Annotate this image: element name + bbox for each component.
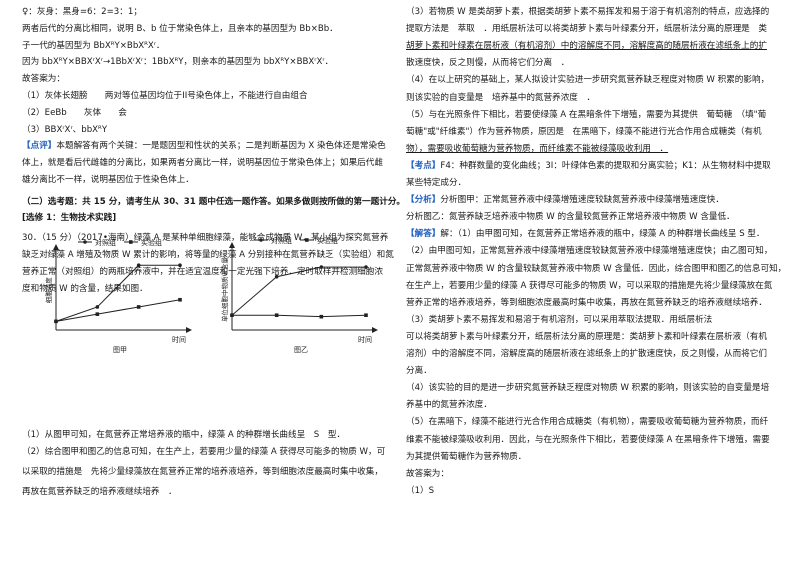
text-line: 营养正常（对照组）的两瓶培养液中，并在适宜温度和一定光强下培养．定时取样并检测细… bbox=[22, 267, 383, 277]
right-column: （3）若物质 W 是类胡萝卜素，根据类胡萝卜素不易挥发和易于溶于有机溶剂的特点，… bbox=[406, 0, 786, 566]
text-line: （5）与在光照条件下相比，若要使绿藻 A 在黑暗条件下增殖，需要为其提供 葡萄糖… bbox=[406, 109, 767, 120]
text-line: 【点评】本题解答有两个关键：一是题因型和性状的关系；二是判断基因为 X 染色体还… bbox=[22, 141, 386, 152]
text-line: 30．（15 分）（2017•海南）绿藻 A 是某种单细胞绿藻，能够合成物质 W… bbox=[22, 233, 389, 243]
legend-marker bbox=[259, 238, 263, 242]
text-line: （2）EeBb 灰体 会 bbox=[22, 107, 127, 118]
data-point bbox=[319, 265, 324, 269]
text-line: 分析图乙：氮营养缺乏培养液中物质 W 的含量较氮营养正常培养液中物质 W 含量低… bbox=[406, 212, 735, 223]
series-line-实验组 bbox=[231, 266, 366, 316]
text-line: 散速度快，反之则慢，从而将它们分离 ． bbox=[406, 58, 570, 69]
text-line: （1）灰体长翅膀 两对等位基因均位于II号染色体上，不能进行自由组合 bbox=[22, 91, 308, 101]
text-line: 为其提供葡萄糖作为营养物质． bbox=[406, 451, 527, 462]
data-point bbox=[364, 313, 368, 317]
text-line: 因为 bbXᴿY×BBXʳXʳ→1BbXʳXʳ：1BbXᴿY，则亲本的基因型为 … bbox=[22, 57, 334, 68]
x-axis-label: 时间 bbox=[172, 335, 186, 344]
data-point bbox=[54, 319, 58, 324]
x-arrow bbox=[372, 327, 378, 333]
data-point bbox=[230, 313, 234, 317]
section-tag: 【分析】 bbox=[406, 195, 441, 206]
text-line: 则该实验的自变量是 培养基中的氮营养浓度 ． bbox=[406, 92, 596, 103]
series-line-对照组 bbox=[232, 314, 367, 318]
data-point bbox=[178, 297, 182, 302]
data-point bbox=[364, 265, 368, 269]
x-axis-label: 时间 bbox=[358, 335, 372, 344]
text-line: 子一代的基因型为 BbXᴿY×BbXᴿXʳ． bbox=[22, 40, 165, 51]
text-line: 可以将类胡萝卜素与叶绿素分开，纸层析法分离的原理是：类胡萝卜素和叶绿素在层析液（… bbox=[406, 331, 767, 342]
legend-marker bbox=[305, 238, 309, 242]
legend-label: 对照组 bbox=[271, 236, 292, 245]
text-line: 故答案为： bbox=[406, 468, 449, 479]
chart-jia: 对照组 实验组时间 细胞浓度图甲 bbox=[36, 234, 194, 360]
y-arrow bbox=[53, 244, 59, 250]
series-line-实验组 bbox=[55, 299, 181, 322]
data-point bbox=[274, 313, 279, 317]
x-arrow bbox=[186, 327, 192, 333]
text-line: 雄分离比不一样，说明基因位于性染色体上． bbox=[22, 175, 194, 185]
text-line: （3）若物质 W 是类胡萝卜素，根据类胡萝卜素不易挥发和易于溶于有机溶剂的特点，… bbox=[406, 7, 770, 17]
text-line: 营养正常的培养液培养，等到细胞浓度最高时集中收集，再放在氮营养缺乏的培养液继续培… bbox=[406, 297, 767, 308]
text-line: 在生产上，若要用少量的绿藻 A 获得尽可能多的物质 W，可以采取的措施是先将少量… bbox=[406, 280, 773, 291]
text-line: 正常氮营养液中物质 W 的含量较缺氮营养液中物质 W 含量低．因此，综合图甲和图… bbox=[406, 263, 787, 274]
legend-label: 实验组 bbox=[141, 238, 162, 247]
text-line: （5）在黑暗下，绿藻不能进行光合作用合成糖类（有机物），需要吸收葡萄糖为营养物质… bbox=[406, 417, 769, 428]
text-line: 再放在氮营养缺乏的培养液继续培养 ． bbox=[22, 487, 177, 497]
y-axis-label: 细胞浓度 bbox=[44, 277, 53, 304]
legend-label: 实验组 bbox=[317, 236, 338, 245]
text-line: （1）从图甲可知，在氮营养正常培养液的瓶中，绿藻 A 的种群增长曲线呈 S 型． bbox=[22, 430, 346, 440]
legend-marker bbox=[83, 240, 87, 244]
text-line: 体上，就是看后代雌雄的分离比，如果两者分离比一样，说明基因位于常染色体上；如果后… bbox=[22, 158, 383, 169]
data-point bbox=[136, 305, 141, 309]
series-line-对照组 bbox=[55, 264, 180, 322]
text-line: 【解答】解：（1）由甲图可知，在氮营养正常培养液的瓶中，绿藻 A 的种群增长曲线… bbox=[406, 229, 765, 240]
section-tag: 【考点】 bbox=[406, 160, 441, 171]
section-tag: 【解答】 bbox=[406, 229, 441, 240]
legend-label: 对照组 bbox=[95, 238, 116, 247]
chart-yi: 对照组 实验组时间 单位细胞中物质W含量图乙 bbox=[210, 232, 380, 360]
y-arrow bbox=[229, 242, 235, 248]
text-line: [选修 1：生物技术实践] bbox=[22, 213, 117, 223]
text-line: 度和物质 W 的含量，结果如图． bbox=[22, 284, 148, 294]
y-axis-label: 单位细胞中物质W含量 bbox=[220, 257, 229, 322]
data-point bbox=[95, 305, 100, 309]
data-point bbox=[274, 274, 279, 279]
text-line: 养基中的氮营养浓度． bbox=[406, 400, 492, 411]
chart-title: 图甲 bbox=[113, 346, 127, 354]
text-line: （3）类胡萝卜素不易挥发和易溶于有机溶剂，可以采用萃取法提取．用纸层析法 bbox=[406, 314, 713, 325]
text-line: 故答案为： bbox=[22, 74, 65, 85]
text-line: ♀：灰身：黑身=6：2=3：1； bbox=[22, 7, 142, 17]
text-line: （2）综合图甲和图乙的信息可知，在生产上，若要用少量的绿藻 A 获得尽可能多的物… bbox=[22, 447, 386, 457]
text-line: （4）在以上研究的基础上，某人拟设计实验进一步研究氮营养缺乏程度对物质 W 积累… bbox=[406, 75, 770, 86]
text-line: 【考点】F4：种群数量的变化曲线；3I：叶绿体色素的提取和分离实验；K1：从生物… bbox=[406, 160, 771, 171]
text-line: 胡萝卜素和叶绿素在层析液（有机溶剂）中的溶解度不同，溶解度高的随层析液在滤纸条上… bbox=[406, 41, 767, 52]
text-line: 萄糖"或"纤维素"）作为营养物质，原因是 在黑暗下，绿藻不能进行光合作用合成糖类… bbox=[406, 126, 762, 137]
text-line: （2）由甲图可知，正常氮营养液中绿藻增殖速度较缺氮营养液中绿藻增殖速度快；由乙图… bbox=[406, 246, 773, 257]
legend-marker bbox=[129, 240, 133, 244]
data-point bbox=[95, 312, 100, 316]
chart-title: 图乙 bbox=[294, 346, 308, 354]
text-line: 【分析】分析图甲：正常氮营养液中绿藻增殖速度较缺氮营养液中绿藻增殖速度快． bbox=[406, 195, 724, 206]
text-line: （1）S bbox=[406, 485, 435, 496]
data-point bbox=[319, 314, 324, 319]
data-point bbox=[136, 263, 141, 267]
text-line: 溶剂）中的溶解度不同，溶解度高的随层析液在滤纸条上的扩散速度快，反之则慢，从而将… bbox=[406, 349, 767, 359]
text-line: （二）选考题：共 15 分，请考生从 30、31 题中任选一题作答。如果多做则按… bbox=[22, 197, 406, 207]
text-line: 缺乏对绿藻 A 增殖及物质 W 累计的影响，将等量的绿藻 A 分别接种在氮营养缺… bbox=[22, 250, 394, 260]
section-tag: 【点评】 bbox=[22, 141, 57, 152]
text-line: 以采取的措施是 先将少量绿藻放在氮营养正常的培养液培养，等到细胞浓度最高时集中收… bbox=[22, 467, 383, 477]
text-line: 分离． bbox=[406, 366, 432, 377]
text-line: 维素不能被绿藻吸收利用．因此，与在光照条件下相比，若要使绿藻 A 在黑暗条件下增… bbox=[406, 434, 770, 445]
data-point bbox=[178, 263, 182, 267]
text-line: 两者后代的分离比相同，说明 B、b 位于常染色体上，且亲本的基因型为 Bb×Bb… bbox=[22, 23, 338, 34]
text-line: 某些特定成分． bbox=[406, 178, 467, 188]
text-line: 物），需要吸收葡萄糖为营养物质，而纤维素不能被绿藻吸收利用 ． bbox=[406, 143, 669, 154]
text-line: （4）该实验的目的是进一步研究氮营养缺乏程度对物质 W 积累的影响，则该实验的自… bbox=[406, 383, 770, 394]
text-line: 提取方法是 萃取 ．用纸层析法可以将类胡萝卜素与叶绿素分开，纸层析法分离的原理是… bbox=[406, 24, 767, 35]
text-line: （3）BBXʳXʳ、bbXᴿY bbox=[22, 124, 108, 135]
left-column: ♀：灰身：黑身=6：2=3：1； 两者后代的分离比相同，说明 B、b 位于常染色体… bbox=[22, 0, 405, 566]
